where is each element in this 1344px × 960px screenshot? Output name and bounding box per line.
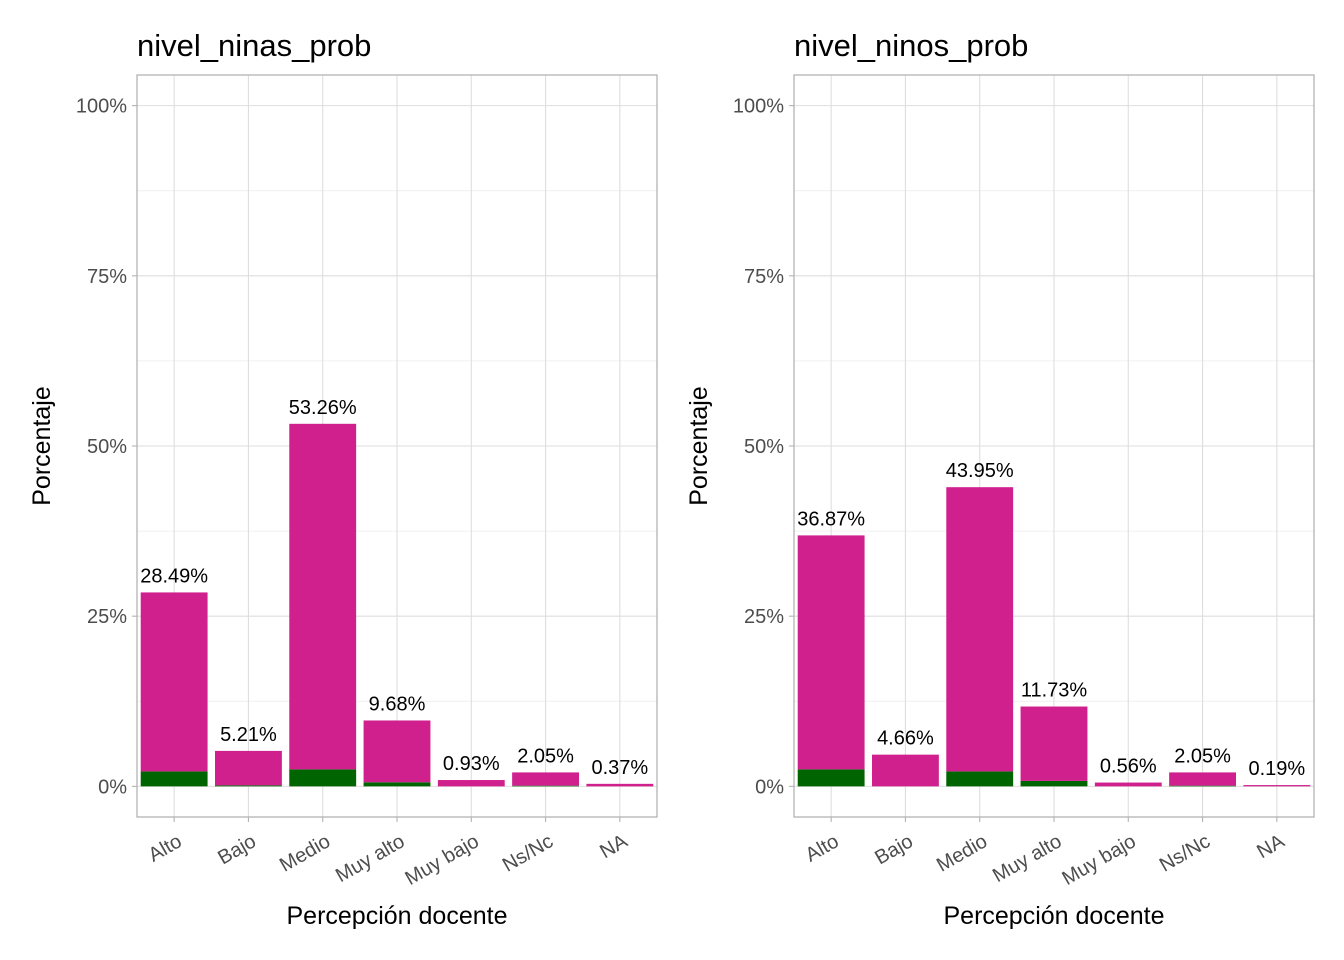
chart-title: nivel_ninas_prob [137,28,371,63]
data-label: 0.93% [443,753,500,775]
bar-green-muy-alto [363,782,431,787]
y-tick-label: 25% [744,606,784,628]
x-tick-label: Muy bajo [1059,830,1140,890]
y-tick-label: 100% [733,96,784,118]
data-label: 9.68% [369,693,426,715]
bar-magenta-ns-nc [512,772,579,786]
data-label: 28.49% [140,565,208,587]
bar-magenta-medio [289,423,357,770]
bar-magenta-bajo [872,754,939,787]
x-tick-label: Ns/Nc [1156,830,1214,876]
data-label: 4.66% [877,728,934,750]
bar-green-medio [289,769,357,787]
x-tick-label: Alto [145,830,186,866]
panel-ninas: 28.49% 5.21% 53.26% 9.68% 0.93% 2.05% 0.37% 0% 2… [28,28,658,930]
y-tick-label: 75% [87,266,127,288]
bar-magenta-alto [797,535,865,770]
y-tick-label: 75% [744,266,784,288]
x-tick-label: Bajo [214,830,260,869]
x-tick-label: NA [596,830,632,863]
bar-magenta-medio [946,487,1014,772]
bar-green-medio [946,771,1014,787]
bar-magenta-muy-bajo [437,780,505,787]
data-label: 2.05% [1174,745,1231,767]
bar-green-alto [797,769,865,787]
bar-green-ns-nc [512,785,579,787]
x-tick-label: Ns/Nc [499,830,557,876]
x-tick-label: NA [1253,830,1289,863]
data-label: 11.73% [1021,680,1088,702]
bar-magenta-muy-alto [363,720,431,783]
data-label: 5.21% [220,724,277,746]
data-label: 0.19% [1248,758,1305,780]
y-tick-label: 0% [755,776,784,798]
x-axis-title: Percepción docente [944,902,1165,930]
data-label: 36.87% [797,508,865,530]
x-tick-label: Medio [276,830,334,876]
data-label: 53.26% [289,397,357,419]
x-tick-label: Muy bajo [402,830,483,890]
x-tick-label: Alto [802,830,843,866]
bar-magenta-alto [140,592,208,772]
data-label: 0.56% [1100,756,1157,778]
bar-magenta-ns-nc [1169,772,1236,786]
y-tick-label: 50% [87,436,127,458]
x-tick-label: Muy alto [332,830,408,887]
x-tick-label: Muy alto [989,830,1065,887]
data-label: 0.37% [591,757,648,779]
y-tick-label: 100% [76,96,127,118]
bar-green-alto [140,771,208,787]
y-axis-title: Porcentaje [28,386,56,506]
bar-magenta-muy-alto [1020,706,1088,781]
y-tick-label: 25% [87,606,127,628]
x-tick-label: Bajo [871,830,917,869]
y-axis-title: Porcentaje [685,386,713,506]
bar-green-ns-nc [1169,785,1236,787]
y-tick-label: 0% [98,776,127,798]
bar-green-muy-alto [1020,780,1088,787]
y-tick-label: 50% [744,436,784,458]
data-label: 43.95% [946,460,1014,482]
data-label: 2.05% [517,745,574,767]
panel-ninos: 36.87% 4.66% 43.95% 11.73% 0.56% 2.05% 0.19% 0%… [685,28,1315,930]
x-tick-label: Medio [933,830,991,876]
bar-magenta-na [1243,785,1311,787]
bar-magenta-muy-bajo [1094,782,1162,787]
chart-title: nivel_ninos_prob [794,28,1028,63]
bar-magenta-bajo [215,750,282,786]
bar-green-bajo [215,785,282,787]
bar-magenta-na [586,783,654,787]
x-axis-title: Percepción docente [287,902,508,930]
